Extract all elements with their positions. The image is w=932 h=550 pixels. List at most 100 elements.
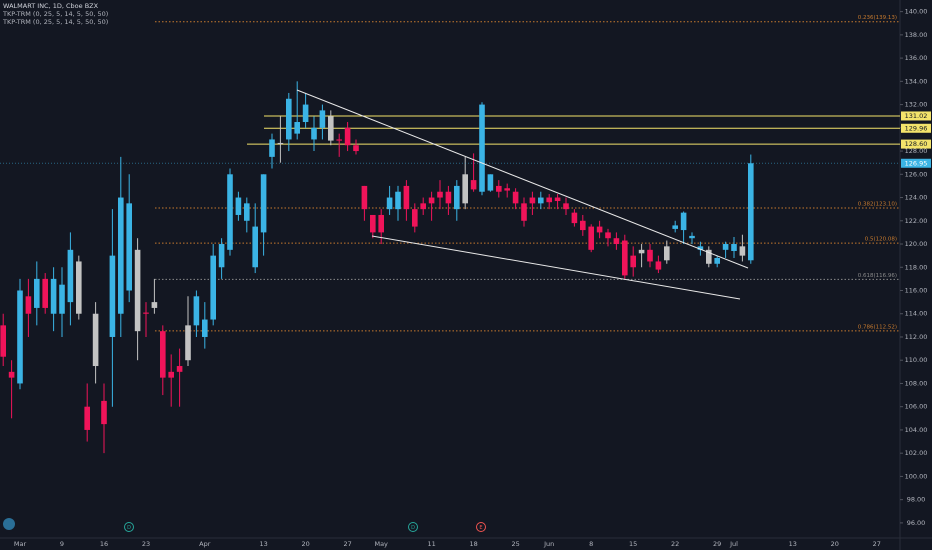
candle-body <box>748 163 754 261</box>
candle-body <box>563 203 569 210</box>
plot <box>0 21 900 454</box>
candle-body <box>403 185 410 210</box>
x-tick-label: 27 <box>873 540 881 548</box>
candle-body <box>672 225 678 229</box>
x-tick-label: Apr <box>199 540 211 548</box>
candle-body <box>454 185 460 210</box>
candle-body <box>613 238 620 245</box>
candle-body <box>622 240 628 276</box>
candle-body <box>218 244 225 268</box>
level-price-box <box>901 123 931 133</box>
event-label: E <box>479 525 482 531</box>
x-tick-label: 16 <box>100 540 108 548</box>
candle-body <box>143 312 149 314</box>
x-tick-label: 22 <box>671 540 679 548</box>
last-price-label: 126.95 <box>905 159 928 167</box>
candle-body <box>588 226 594 250</box>
trendline-upper <box>296 89 749 269</box>
candle-body <box>630 255 636 268</box>
candle-body <box>722 244 729 250</box>
fib-label: 0.618(116.96) <box>858 273 897 279</box>
x-tick-label: 13 <box>789 540 797 548</box>
candle-body <box>126 203 132 291</box>
logo-icon[interactable] <box>3 518 15 530</box>
y-tick-label: 106.00 <box>905 403 928 411</box>
candle-body <box>101 400 107 425</box>
candle-body <box>521 203 527 221</box>
x-tick-label: 13 <box>259 540 267 548</box>
candle-body <box>118 197 124 314</box>
candle-body <box>512 191 519 204</box>
candle-body <box>286 98 292 140</box>
candle-body <box>176 366 183 372</box>
candle-body <box>647 249 653 262</box>
indicator-label: TKP-TRM (0, 25, 5, 14, 5, 50, 50) <box>2 18 108 26</box>
candle-body <box>386 197 393 210</box>
y-tick-label: 126.00 <box>905 170 928 178</box>
y-tick-label: 132.00 <box>905 101 928 109</box>
candle-body <box>412 209 418 227</box>
candle-body <box>529 197 536 204</box>
candle-body <box>714 257 720 264</box>
candle-body <box>193 296 200 326</box>
x-tick-label: 9 <box>60 540 64 548</box>
x-tick-label: 8 <box>589 540 593 548</box>
candle-body <box>202 319 208 337</box>
candle-body <box>554 197 561 202</box>
candle-body <box>336 139 342 141</box>
y-tick-label: 100.00 <box>905 472 928 480</box>
x-tick-label: 29 <box>713 540 721 548</box>
dividend-marker[interactable] <box>124 522 134 532</box>
candle-body <box>571 212 578 224</box>
x-tick-label: 23 <box>142 540 150 548</box>
y-tick-label: 120.00 <box>905 240 928 248</box>
y-tick-label: 124.00 <box>905 194 928 202</box>
candle-body <box>59 284 65 314</box>
candle-body <box>227 174 233 250</box>
earnings-marker[interactable] <box>476 522 486 532</box>
candle-body <box>34 278 40 308</box>
y-tick-label: 98.00 <box>907 496 926 504</box>
y-tick-label: 96.00 <box>907 519 926 527</box>
candle-body <box>76 261 82 314</box>
candle-body <box>244 203 250 221</box>
y-tick-label: 138.00 <box>905 31 928 39</box>
candle-body <box>50 278 57 314</box>
candle-body <box>134 249 141 332</box>
candle-body <box>706 249 712 264</box>
x-tick-label: 15 <box>629 540 637 548</box>
y-tick-label: 102.00 <box>905 449 928 457</box>
level-price-box <box>901 139 931 149</box>
candle-body <box>8 371 15 378</box>
candle-body <box>487 174 494 191</box>
y-tick-label: 114.00 <box>905 310 928 318</box>
candle-body <box>42 278 48 308</box>
level-price-label: 129.96 <box>905 124 928 132</box>
y-tick-label: 140.00 <box>905 8 928 16</box>
candle-body <box>605 232 611 239</box>
level-price-label: 131.02 <box>905 112 928 120</box>
x-tick-label: 20 <box>301 540 309 548</box>
y-tick-label: 136.00 <box>905 54 928 62</box>
x-tick-label: Jun <box>543 540 554 548</box>
candle-body <box>538 197 544 204</box>
y-tick-label: 128.00 <box>905 147 928 155</box>
candle-body <box>252 226 258 268</box>
candle-body <box>546 197 552 203</box>
candle-body <box>731 244 737 251</box>
candle-body <box>319 110 326 128</box>
candle-body <box>689 235 695 239</box>
y-tick-label: 116.00 <box>905 286 928 294</box>
fib-label: 0.5(120.08) <box>865 237 897 243</box>
candle-body <box>462 174 468 204</box>
dividend-marker[interactable] <box>408 522 418 532</box>
x-tick-label: 11 <box>427 540 435 548</box>
candle-body <box>17 290 23 384</box>
x-tick-label: May <box>374 540 388 548</box>
candle-body <box>344 127 351 146</box>
candle-body <box>269 139 275 157</box>
candle-body <box>67 249 74 303</box>
candle-body <box>302 104 309 123</box>
